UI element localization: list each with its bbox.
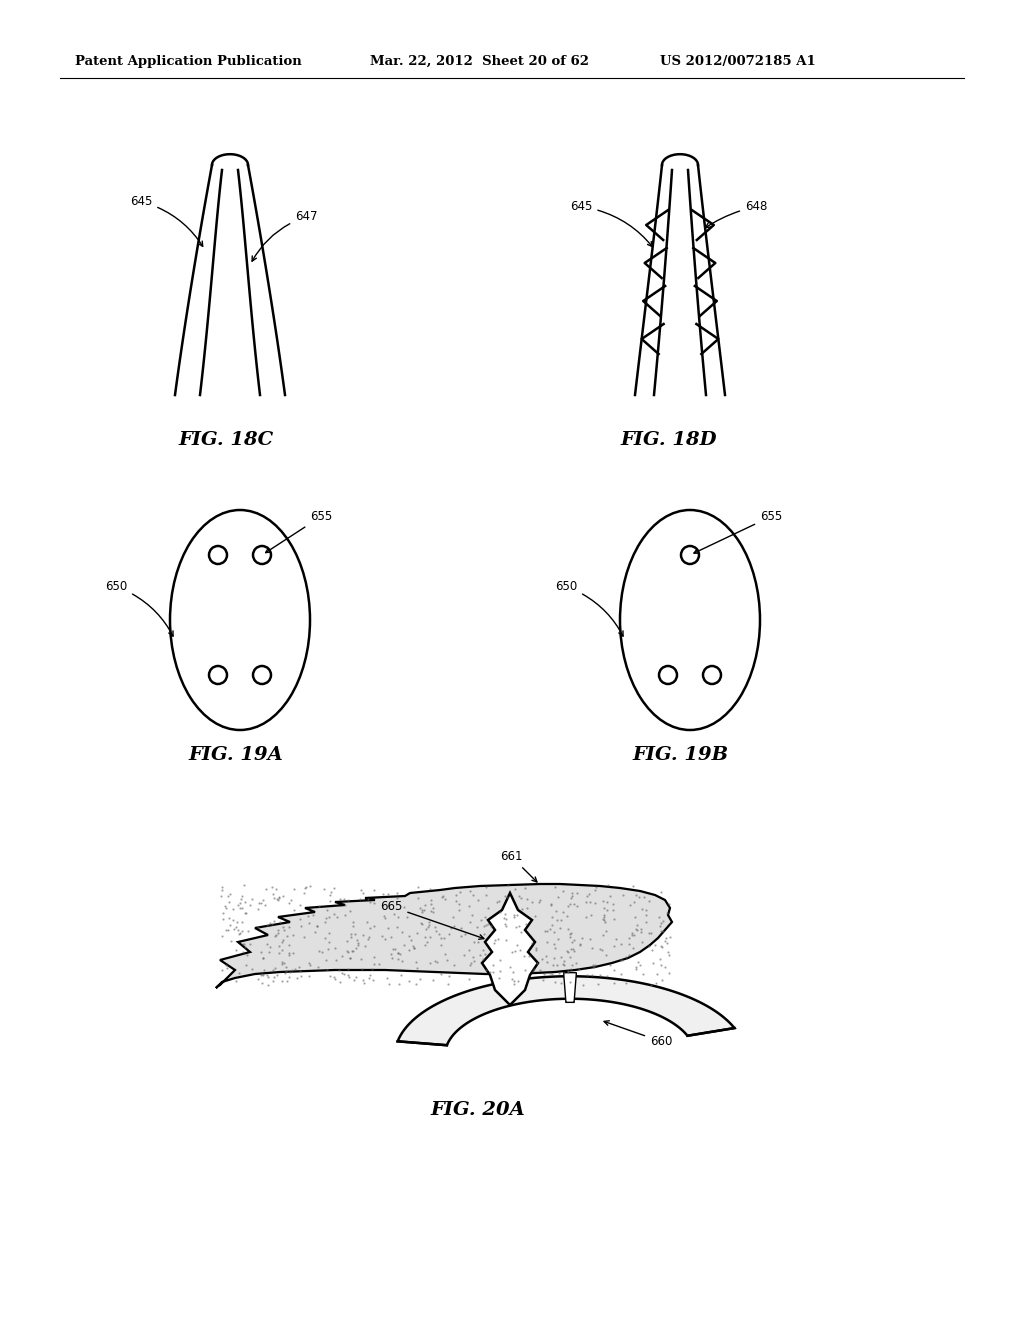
Text: 650: 650 xyxy=(105,579,173,636)
Text: 650: 650 xyxy=(555,579,623,636)
Polygon shape xyxy=(216,884,672,987)
Polygon shape xyxy=(482,894,538,1005)
Text: Patent Application Publication: Patent Application Publication xyxy=(75,55,302,69)
Text: 648: 648 xyxy=(706,201,767,227)
Text: US 2012/0072185 A1: US 2012/0072185 A1 xyxy=(660,55,816,69)
Text: 655: 655 xyxy=(694,510,782,553)
Text: Mar. 22, 2012  Sheet 20 of 62: Mar. 22, 2012 Sheet 20 of 62 xyxy=(370,55,589,69)
Text: FIG. 18C: FIG. 18C xyxy=(178,432,273,449)
Text: 661: 661 xyxy=(500,850,537,882)
Text: FIG. 18D: FIG. 18D xyxy=(620,432,717,449)
Text: 647: 647 xyxy=(252,210,317,261)
Text: 660: 660 xyxy=(604,1020,673,1048)
Text: FIG. 20A: FIG. 20A xyxy=(430,1101,524,1119)
Text: FIG. 19A: FIG. 19A xyxy=(188,746,283,764)
Text: 645: 645 xyxy=(130,195,203,247)
Text: 655: 655 xyxy=(265,510,332,553)
Polygon shape xyxy=(397,977,734,1045)
Polygon shape xyxy=(563,973,577,1002)
Text: 645: 645 xyxy=(570,201,652,247)
Text: FIG. 19B: FIG. 19B xyxy=(632,746,728,764)
Text: 665: 665 xyxy=(380,900,484,940)
